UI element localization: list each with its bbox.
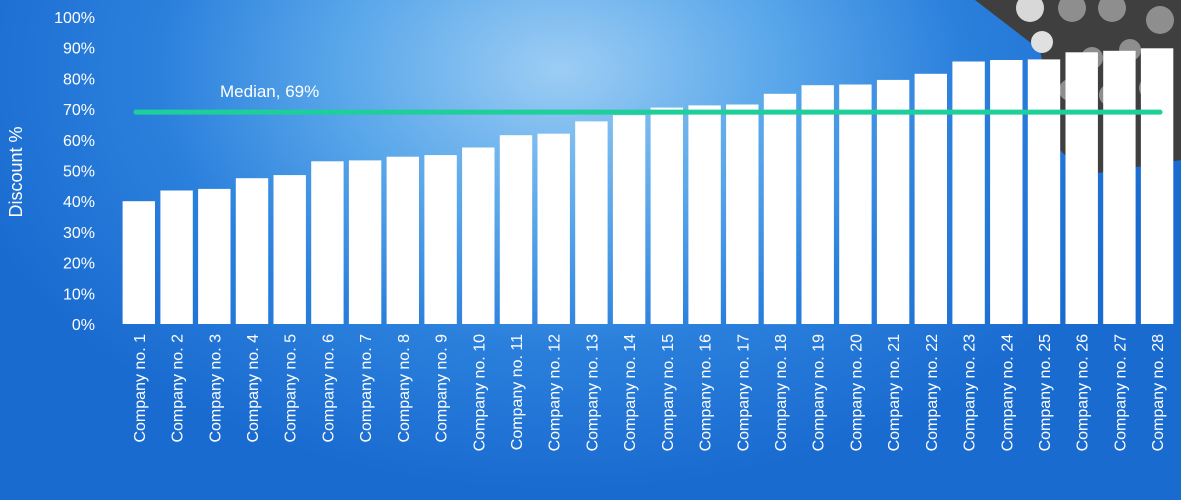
x-tick-label: Company no. 10: [471, 334, 488, 452]
bar: [273, 175, 306, 324]
bar: [462, 147, 495, 324]
bar: [876, 79, 910, 325]
bar: [311, 161, 344, 324]
x-tick-label: Company no. 23: [962, 334, 979, 452]
x-tick-label: Company no. 16: [698, 334, 715, 452]
x-tick-label: Company no. 20: [848, 334, 865, 452]
x-tick-label: Company no. 8: [396, 334, 413, 443]
y-tick-label: 40%: [63, 194, 95, 211]
x-tick-label: Company no. 3: [207, 334, 224, 443]
bar: [726, 104, 759, 324]
bar: [1103, 50, 1136, 325]
y-tick-label: 50%: [63, 164, 95, 181]
x-tick-label: Company no. 15: [660, 334, 677, 452]
y-tick-label: 90%: [63, 41, 95, 58]
x-tick-label: Company no. 21: [886, 334, 903, 452]
x-tick-label: Company no. 13: [584, 334, 601, 452]
y-tick-label: 10%: [63, 286, 95, 303]
bar: [499, 135, 533, 324]
x-tick-label: Company no. 7: [358, 334, 375, 443]
bar: [386, 156, 419, 324]
bar: [1065, 52, 1098, 325]
bar: [990, 60, 1023, 324]
bar: [348, 160, 382, 324]
decor-dot: [1016, 0, 1044, 22]
x-tick-label: Company no. 18: [773, 334, 790, 452]
bar: [763, 93, 797, 325]
y-tick-label: 30%: [63, 225, 95, 242]
bar: [160, 190, 193, 324]
y-tick-label: 0%: [72, 317, 95, 334]
x-tick-label: Company no. 1: [132, 334, 149, 443]
x-axis-labels: Company no. 1 Company no. 2 Company no. 3 C…: [132, 334, 1167, 452]
bar: [1027, 59, 1061, 325]
x-tick-label: Company no. 27: [1112, 334, 1129, 452]
decor-dot: [1031, 31, 1053, 53]
bar: [424, 155, 457, 324]
bar: [1140, 48, 1174, 325]
y-axis-label: Discount %: [6, 126, 26, 217]
x-tick-label: Company no. 22: [924, 334, 941, 452]
x-tick-label: Company no. 28: [1150, 334, 1167, 452]
x-tick-label: Company no. 6: [320, 334, 337, 443]
decor-dot: [1058, 0, 1086, 22]
x-tick-label: Company no. 11: [509, 334, 526, 450]
y-tick-label: 60%: [63, 133, 95, 150]
x-tick-label: Company no. 25: [1037, 334, 1054, 452]
y-tick-label: 100%: [54, 10, 95, 27]
x-tick-label: Company no. 17: [735, 334, 752, 452]
bar: [198, 188, 231, 324]
bar: [801, 85, 834, 324]
x-tick-label: Company no. 14: [622, 334, 639, 452]
bar: [952, 61, 985, 324]
x-tick-label: Company no. 19: [811, 334, 828, 452]
x-tick-label: Company no. 12: [547, 334, 564, 452]
bar: [650, 107, 683, 324]
bar: [839, 84, 872, 324]
y-tick-label: 70%: [63, 102, 95, 119]
decor-dot: [1098, 0, 1126, 22]
x-tick-label: Company no. 24: [999, 334, 1016, 452]
median-label: Median, 69%: [220, 82, 319, 101]
bar: [122, 201, 155, 324]
bar: [612, 115, 646, 324]
bar: [235, 178, 269, 324]
bars: [122, 48, 1174, 325]
bar: [575, 121, 608, 325]
y-tick-label: 20%: [63, 256, 95, 273]
x-tick-label: Company no. 2: [170, 334, 187, 443]
y-tick-label: 80%: [63, 71, 95, 88]
bar: [688, 105, 721, 325]
bar: [537, 133, 570, 324]
decor-dot: [1146, 6, 1174, 34]
x-tick-label: Company no. 26: [1075, 334, 1092, 452]
y-axis-ticks: 0% 10% 20% 30% 40% 50% 60% 70% 80% 90% 100%: [54, 10, 95, 334]
bar: [914, 73, 947, 324]
x-tick-label: Company no. 4: [245, 334, 262, 443]
x-tick-label: Company no. 9: [434, 334, 451, 443]
x-tick-label: Company no. 5: [283, 334, 300, 443]
